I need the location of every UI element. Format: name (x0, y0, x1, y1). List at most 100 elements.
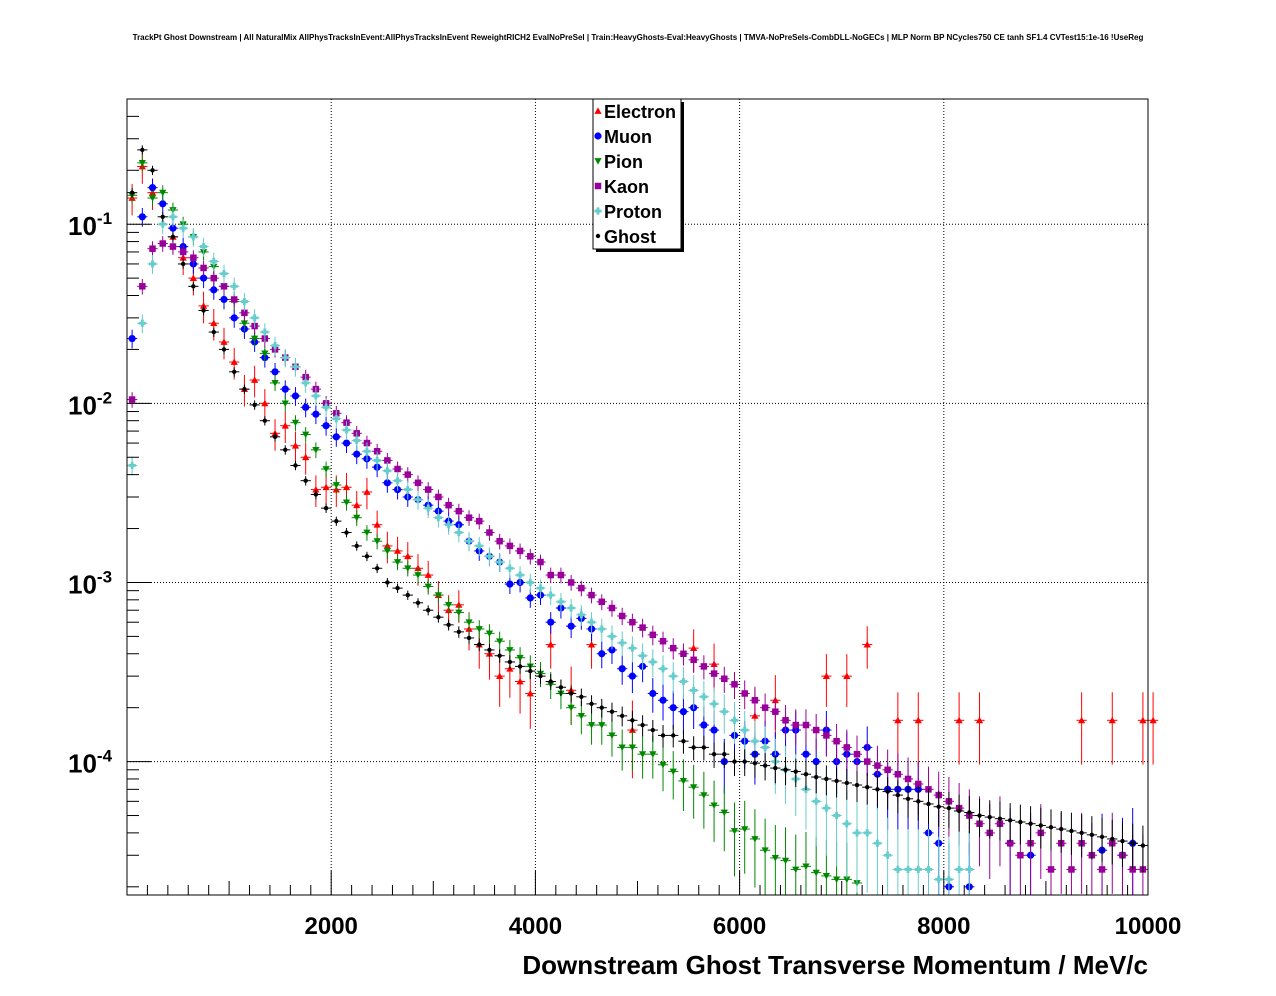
pion-point (802, 863, 810, 870)
proton-point (843, 820, 851, 828)
electron-point (1108, 716, 1116, 724)
proton-point (751, 737, 759, 745)
kaon-point (588, 591, 595, 599)
electron-point (1078, 716, 1086, 724)
kaon-point (394, 465, 401, 473)
pion-point (138, 159, 146, 167)
muon-point (210, 286, 218, 294)
electron-point (281, 422, 289, 429)
pion-point (577, 712, 585, 720)
proton-point (904, 865, 912, 874)
pion-point (598, 722, 606, 729)
electron-point (373, 521, 381, 528)
electron-point (393, 547, 402, 554)
electron-point (822, 672, 830, 680)
muon-point (169, 224, 177, 232)
ghost-point (283, 447, 288, 453)
proton-point (536, 584, 545, 592)
ghost-point (752, 760, 758, 766)
ghost-point (609, 709, 615, 714)
kaon-point (476, 517, 483, 525)
electron-point (312, 485, 320, 493)
kaon-point (169, 243, 177, 250)
kaon-point (639, 624, 646, 631)
electron-point (424, 571, 432, 578)
kaon-point (465, 514, 473, 521)
pion-point (516, 654, 524, 662)
kaon-point (384, 457, 391, 464)
proton-point (455, 528, 463, 537)
electron-point (1139, 716, 1147, 724)
muon-point (812, 757, 820, 766)
ghost-point (916, 799, 921, 804)
ghost-point (140, 147, 145, 153)
proton-point (485, 552, 494, 560)
y-tick-label: 10-1 (68, 209, 112, 241)
pion-point (465, 619, 473, 626)
kaon-point (608, 604, 616, 612)
muon-point (526, 594, 534, 602)
proton-point (199, 242, 208, 251)
kaon-point (710, 670, 718, 677)
ghost-point (691, 745, 696, 750)
kaon-point (241, 309, 248, 317)
ghost-point (650, 727, 656, 733)
ghost-point (997, 816, 1003, 821)
ghost-point (252, 402, 257, 408)
muon-point (659, 696, 667, 704)
pion-point (393, 559, 402, 566)
muon-point (679, 708, 688, 716)
proton-point (945, 875, 953, 883)
pion-point (587, 722, 596, 729)
kaon-point (884, 766, 891, 774)
proton-point (230, 282, 238, 290)
ghost-point (742, 759, 747, 764)
proton-point (557, 598, 565, 606)
pion-point (649, 751, 657, 758)
proton-point (608, 632, 616, 640)
legend: Electron Muon Pion Kaon Proton Ghost (592, 98, 684, 252)
kaon-point (159, 240, 166, 247)
pion-point (291, 419, 300, 427)
proton-point (189, 233, 197, 241)
proton-point (271, 342, 279, 350)
ghost-point (517, 664, 523, 669)
kaon-point (373, 448, 381, 455)
proton-point (526, 578, 534, 587)
pion-point (812, 869, 820, 877)
pion-point (434, 592, 443, 599)
electron-point (230, 358, 238, 365)
ghost-point (528, 668, 533, 674)
ghost-point (865, 784, 870, 790)
y-tick-label: 10-4 (68, 747, 113, 779)
muon-point (547, 618, 555, 626)
kaon-point (680, 650, 687, 657)
muon-point (230, 314, 238, 322)
kaon-point (139, 283, 146, 290)
kaon-point (904, 775, 912, 783)
electron-point (189, 274, 197, 282)
pion-point (741, 826, 749, 833)
ghost-point (671, 733, 676, 738)
ghost-point (977, 813, 982, 818)
ghost-point (875, 787, 880, 792)
proton-point (679, 677, 688, 686)
kaon-point (435, 493, 442, 501)
electron-point (955, 716, 963, 724)
ghost-point (201, 308, 206, 313)
legend-label-electron: Electron (604, 102, 676, 122)
ghost-point (844, 780, 850, 786)
kaon-point (404, 471, 412, 478)
muon-point (649, 689, 657, 698)
pion-point (322, 466, 330, 473)
proton-point (700, 693, 708, 701)
ghost-point (946, 805, 952, 811)
proton-point (353, 436, 361, 445)
ghost-point (885, 789, 890, 794)
ghost-point (793, 769, 798, 774)
ghost-point (364, 554, 370, 559)
kaon-point (894, 771, 902, 778)
legend-label-kaon: Kaon (604, 177, 649, 197)
proton-point (434, 514, 443, 522)
kaon-point (863, 758, 871, 765)
